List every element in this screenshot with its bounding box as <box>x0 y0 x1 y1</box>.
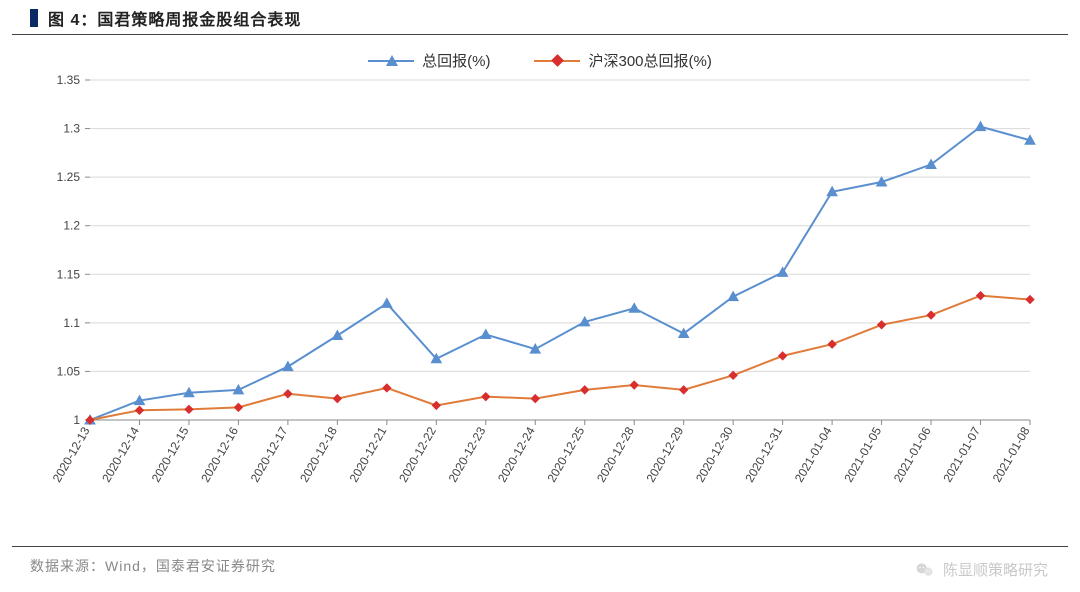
svg-text:2020-12-18: 2020-12-18 <box>297 424 340 484</box>
svg-text:1.35: 1.35 <box>57 73 81 87</box>
svg-text:1.3: 1.3 <box>63 122 80 136</box>
chart-svg: 11.051.11.151.21.251.31.352020-12-132020… <box>30 44 1050 538</box>
svg-text:1.15: 1.15 <box>57 267 81 281</box>
source-text: 数据来源：Wind，国泰君安证券研究 <box>30 556 276 576</box>
chart-title: 图 4：国君策略周报金股组合表现 <box>48 6 301 30</box>
svg-text:2020-12-30: 2020-12-30 <box>693 424 736 484</box>
svg-text:2020-12-29: 2020-12-29 <box>643 424 686 484</box>
svg-text:2020-12-24: 2020-12-24 <box>495 424 538 484</box>
title-accent <box>30 9 38 27</box>
svg-text:2021-01-08: 2021-01-08 <box>990 424 1033 484</box>
chart-area: 11.051.11.151.21.251.31.352020-12-132020… <box>30 44 1050 538</box>
svg-text:2020-12-21: 2020-12-21 <box>347 424 390 484</box>
svg-text:1.2: 1.2 <box>63 219 80 233</box>
svg-text:2021-01-04: 2021-01-04 <box>792 424 835 484</box>
svg-text:2020-12-22: 2020-12-22 <box>396 424 439 484</box>
figure-container: 图 4：国君策略周报金股组合表现 总回报(%) 沪深300总回报(%) 11.0… <box>0 0 1080 592</box>
chart-title-bar: 图 4：国君策略周报金股组合表现 <box>30 4 301 32</box>
svg-text:1.1: 1.1 <box>63 316 80 330</box>
svg-text:2020-12-28: 2020-12-28 <box>594 424 637 484</box>
svg-text:2020-12-13: 2020-12-13 <box>50 424 93 484</box>
watermark: 陈显顺策略研究 <box>915 559 1048 580</box>
svg-text:2020-12-14: 2020-12-14 <box>99 424 142 484</box>
svg-text:2020-12-25: 2020-12-25 <box>545 424 588 484</box>
wechat-icon <box>915 560 935 580</box>
divider-bottom <box>12 546 1068 547</box>
svg-text:2020-12-16: 2020-12-16 <box>198 424 241 484</box>
svg-text:2021-01-06: 2021-01-06 <box>891 424 934 484</box>
svg-text:2021-01-07: 2021-01-07 <box>940 424 983 484</box>
svg-text:1.25: 1.25 <box>57 170 81 184</box>
svg-text:2020-12-15: 2020-12-15 <box>149 424 192 484</box>
svg-text:2020-12-17: 2020-12-17 <box>248 424 291 484</box>
divider-top <box>12 34 1068 35</box>
watermark-text: 陈显顺策略研究 <box>943 559 1048 580</box>
svg-text:1.05: 1.05 <box>57 364 81 378</box>
svg-text:2020-12-31: 2020-12-31 <box>742 424 785 484</box>
svg-text:2020-12-23: 2020-12-23 <box>446 424 489 484</box>
svg-text:2021-01-05: 2021-01-05 <box>841 424 884 484</box>
